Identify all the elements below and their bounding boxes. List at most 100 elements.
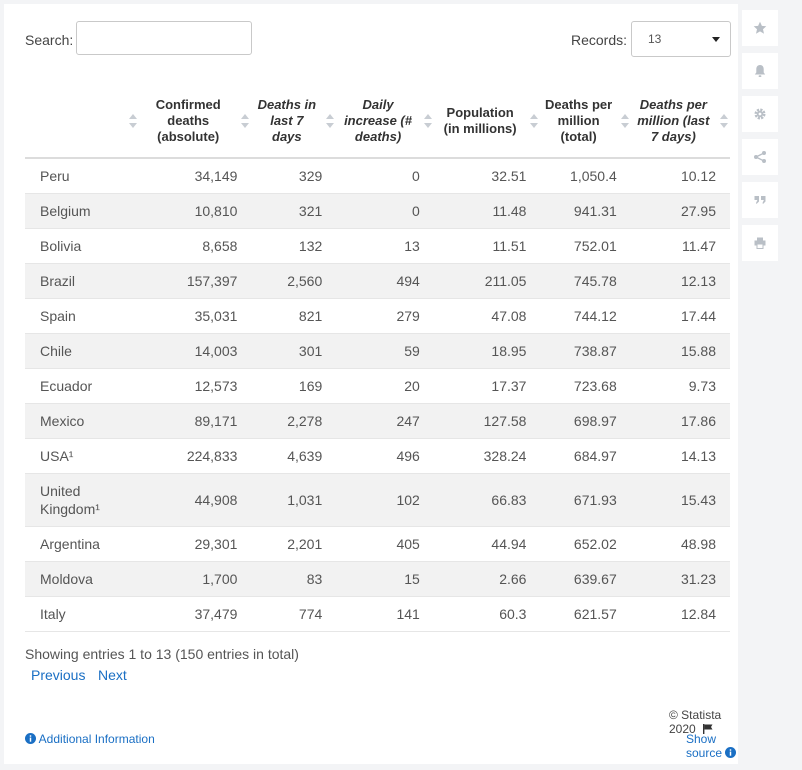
value-cell: 247 xyxy=(336,403,434,439)
value-cell: 698.97 xyxy=(540,403,631,439)
show-source-link[interactable]: Show source xyxy=(686,732,738,760)
table-row: Mexico 89,171 2,278 247 127.58 698.97 17.86 xyxy=(25,403,730,439)
value-cell: 301 xyxy=(251,333,337,369)
value-cell: 89,171 xyxy=(139,403,252,439)
value-cell: 12.13 xyxy=(630,263,730,299)
next-page-link[interactable]: Next xyxy=(98,667,127,683)
value-cell: 1,050.4 xyxy=(540,158,631,194)
search-label: Search: xyxy=(25,32,74,48)
notification-button[interactable] xyxy=(742,53,778,89)
column-header[interactable]: Daily increase (# deaths) xyxy=(336,84,434,159)
value-cell: 0 xyxy=(336,193,434,229)
share-button[interactable] xyxy=(742,139,778,175)
value-cell: 2.66 xyxy=(433,561,541,597)
country-cell: Chile xyxy=(25,333,139,369)
column-header[interactable]: Deaths in last 7 days xyxy=(251,84,337,159)
country-cell: Spain xyxy=(25,298,139,334)
quote-icon xyxy=(754,196,766,204)
value-cell: 47.08 xyxy=(433,298,541,334)
value-cell: 0 xyxy=(336,158,434,194)
value-cell: 723.68 xyxy=(540,368,631,404)
table-row: Peru 34,149 329 0 32.51 1,050.4 10.12 xyxy=(25,158,730,194)
caret-down-icon xyxy=(712,37,720,42)
value-cell: 10,810 xyxy=(139,193,252,229)
value-cell: 774 xyxy=(251,596,337,632)
sort-icon xyxy=(326,113,335,128)
print-icon xyxy=(754,237,766,249)
value-cell: 17.37 xyxy=(433,368,541,404)
value-cell: 2,278 xyxy=(251,403,337,439)
value-cell: 621.57 xyxy=(540,596,631,632)
value-cell: 44.94 xyxy=(433,526,541,562)
value-cell: 157,397 xyxy=(139,263,252,299)
value-cell: 4,639 xyxy=(251,438,337,474)
column-header-label: Population (in millions) xyxy=(443,104,517,136)
value-cell: 102 xyxy=(336,473,434,527)
value-cell: 132 xyxy=(251,228,337,264)
value-cell: 684.97 xyxy=(540,438,631,474)
column-header[interactable] xyxy=(25,84,139,159)
value-cell: 37,479 xyxy=(139,596,252,632)
value-cell: 83 xyxy=(251,561,337,597)
share-icon xyxy=(754,151,766,163)
value-cell: 8,658 xyxy=(139,228,252,264)
value-cell: 224,833 xyxy=(139,438,252,474)
value-cell: 59 xyxy=(336,333,434,369)
country-cell: Italy xyxy=(25,596,139,632)
value-cell: 211.05 xyxy=(433,263,541,299)
value-cell: 821 xyxy=(251,298,337,334)
value-cell: 10.12 xyxy=(630,158,730,194)
sort-icon xyxy=(720,113,728,128)
value-cell: 20 xyxy=(336,368,434,404)
table-row: Argentina 29,301 2,201 405 44.94 652.02 48.98 xyxy=(25,526,730,562)
entries-info: Showing entries 1 to 13 (150 entries in … xyxy=(25,646,299,662)
data-table: Confirmed deaths (absolute) Deaths in las… xyxy=(25,84,730,632)
records-select[interactable]: 13 xyxy=(631,21,731,57)
value-cell: 2,201 xyxy=(251,526,337,562)
column-header[interactable]: Deaths per million (last 7 days) xyxy=(630,84,730,159)
bell-icon xyxy=(754,65,766,77)
info-icon xyxy=(725,747,737,758)
flag-icon[interactable] xyxy=(703,724,713,734)
settings-button[interactable] xyxy=(742,96,778,132)
value-cell: 329 xyxy=(251,158,337,194)
country-cell: Brazil xyxy=(25,263,139,299)
value-cell: 14.13 xyxy=(630,438,730,474)
print-button[interactable] xyxy=(742,225,778,261)
sort-icon xyxy=(620,113,629,128)
table-row: Chile 14,003 301 59 18.95 738.87 15.88 xyxy=(25,333,730,369)
search-input[interactable] xyxy=(76,21,252,55)
column-header[interactable]: Population (in millions) xyxy=(433,84,541,159)
country-cell: Ecuador xyxy=(25,368,139,404)
country-cell: Peru xyxy=(25,158,139,194)
column-header-label: Deaths per million (last 7 days) xyxy=(637,96,710,144)
side-toolbar xyxy=(742,10,778,268)
value-cell: 1,700 xyxy=(139,561,252,597)
cite-button[interactable] xyxy=(742,182,778,218)
value-cell: 48.98 xyxy=(630,526,730,562)
value-cell: 18.95 xyxy=(433,333,541,369)
value-cell: 34,149 xyxy=(139,158,252,194)
column-header[interactable]: Deaths per million (total) xyxy=(540,84,631,159)
value-cell: 496 xyxy=(336,438,434,474)
previous-page-link[interactable]: Previous xyxy=(31,667,86,683)
additional-information-link[interactable]: Additional Information xyxy=(25,732,155,746)
table-body: Peru 34,149 329 0 32.51 1,050.4 10.12 Belgium 10… xyxy=(25,158,730,632)
value-cell: 494 xyxy=(336,263,434,299)
value-cell: 738.87 xyxy=(540,333,631,369)
table-row: United Kingdom¹ 44,908 1,031 102 66.83 671.93… xyxy=(25,473,730,527)
value-cell: 60.3 xyxy=(433,596,541,632)
sort-icon xyxy=(423,113,432,128)
table-row: Moldova 1,700 83 15 2.66 639.67 31.23 xyxy=(25,561,730,597)
value-cell: 328.24 xyxy=(433,438,541,474)
country-cell: Moldova xyxy=(25,561,139,597)
column-header[interactable]: Confirmed deaths (absolute) xyxy=(139,84,252,159)
value-cell: 169 xyxy=(251,368,337,404)
favorite-button[interactable] xyxy=(742,10,778,46)
column-header-label: Confirmed deaths (absolute) xyxy=(155,96,221,144)
value-cell: 31.23 xyxy=(630,561,730,597)
value-cell: 279 xyxy=(336,298,434,334)
value-cell: 27.95 xyxy=(630,193,730,229)
value-cell: 13 xyxy=(336,228,434,264)
value-cell: 941.31 xyxy=(540,193,631,229)
